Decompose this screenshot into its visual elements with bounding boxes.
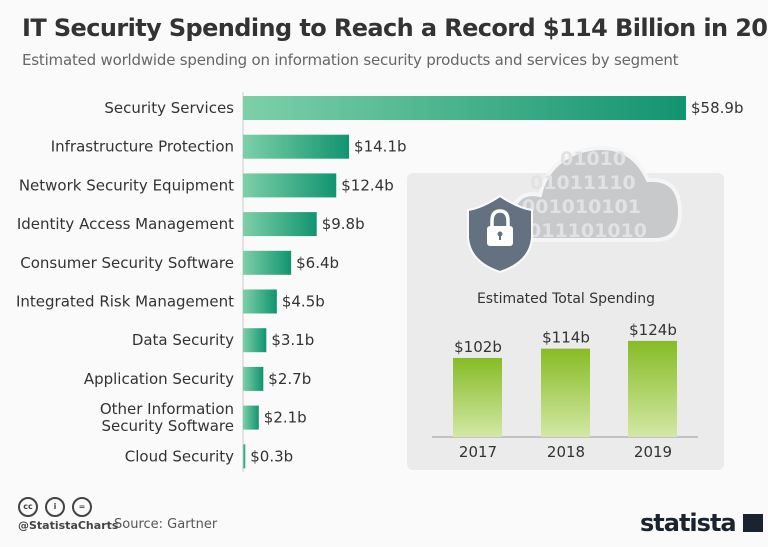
bar: [243, 96, 686, 120]
category-label: Identity Access Management: [17, 215, 234, 233]
data-label: $2.7b: [268, 370, 311, 388]
data-label: $2.1b: [264, 409, 307, 427]
category-label: Data Security: [132, 331, 234, 349]
category-label: Integrated Risk Management: [16, 293, 234, 311]
bar: [243, 366, 264, 391]
binary-text: 001010101: [522, 196, 641, 218]
cc-by-icon: i: [45, 497, 65, 517]
data-label: $6.4b: [296, 254, 339, 272]
category-label: Other Information: [100, 400, 234, 418]
inset-category-label: 2017: [459, 443, 497, 461]
logo-text: statista: [640, 509, 737, 537]
inset-category-label: 2019: [634, 443, 672, 461]
data-label: $12.4b: [341, 176, 393, 194]
chart-subtitle: Estimated worldwide spending on informat…: [22, 51, 679, 69]
data-label: $0.3b: [250, 447, 293, 465]
bar: [243, 289, 277, 314]
bar: [243, 173, 337, 198]
data-label: $14.1b: [354, 138, 406, 156]
binary-text: 01010: [560, 148, 626, 170]
cc-license-icon: cc: [18, 497, 38, 517]
bar: [243, 328, 267, 353]
footer-handle[interactable]: @StatistaCharts: [18, 519, 119, 532]
inset-title: Estimated Total Spending: [477, 291, 655, 307]
bar: [243, 212, 317, 237]
category-label: Network Security Equipment: [19, 176, 234, 194]
shield-lock-icon: [467, 194, 533, 274]
inset-data-label: $102b: [454, 338, 502, 356]
data-label: $9.8b: [322, 215, 365, 233]
data-label: $4.5b: [282, 293, 325, 311]
statista-logo[interactable]: statista: [640, 509, 763, 537]
category-label: Security Services: [104, 99, 234, 117]
data-label: $58.9b: [691, 99, 743, 117]
cc-nd-icon: =: [72, 497, 92, 517]
category-label: Security Software: [102, 417, 235, 435]
inset-bar: [628, 340, 677, 437]
footer-source: Source: Gartner: [114, 517, 218, 532]
bar: [243, 134, 350, 159]
inset-category-label: 2018: [547, 443, 585, 461]
category-label: Application Security: [84, 370, 234, 388]
inset-bar: [453, 357, 502, 437]
bar: [243, 444, 246, 469]
binary-text: 011101010: [528, 220, 647, 242]
inset-data-label: $124b: [629, 321, 677, 339]
inset-bar: [541, 348, 590, 437]
category-label: Cloud Security: [125, 447, 234, 465]
bar: [243, 405, 259, 430]
data-label: $3.1b: [271, 331, 314, 349]
statista-logo-icon: [742, 514, 763, 532]
chart-title: IT Security Spending to Reach a Record $…: [22, 14, 768, 42]
binary-text: 01011110: [530, 172, 636, 194]
bar: [243, 250, 292, 275]
category-label: Infrastructure Protection: [51, 138, 234, 156]
inset-data-label: $114b: [542, 329, 590, 347]
category-label: Consumer Security Software: [20, 254, 234, 272]
